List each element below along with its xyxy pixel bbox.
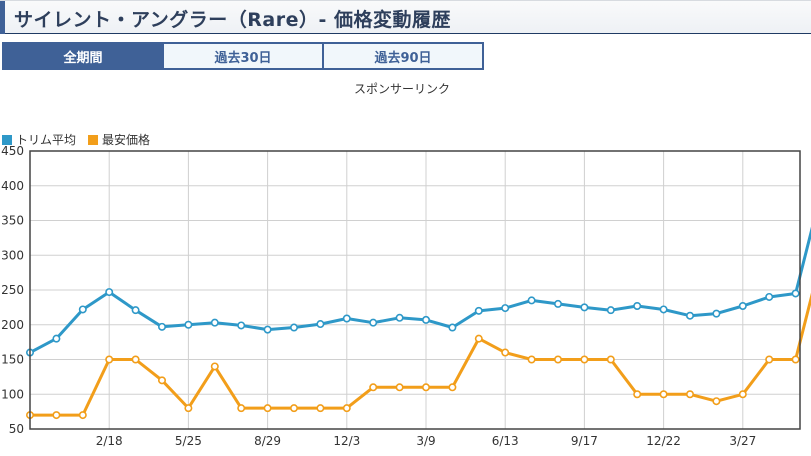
y-tick-label: 300: [1, 248, 24, 262]
x-tick-label: 5/25: [175, 434, 202, 448]
data-point: [237, 321, 246, 330]
data-point: [633, 390, 642, 399]
tab-past-90-days[interactable]: 過去90日: [322, 42, 484, 70]
data-point: [342, 314, 351, 323]
chart-series: [25, 226, 811, 420]
data-point: [738, 390, 747, 399]
data-point: [527, 355, 536, 364]
price-history-chart: トリム平均 最安価格 50 100 150 200 250 300 350 400 450 2/1…: [1, 132, 811, 448]
chart-grid: [30, 150, 800, 430]
legend-label-0: トリム平均: [16, 133, 76, 147]
series-line-0: [28, 226, 811, 355]
data-point: [633, 301, 642, 310]
data-point: [738, 301, 747, 310]
title-accent-bar: [0, 1, 5, 34]
data-point: [78, 411, 87, 420]
data-point: [765, 355, 774, 364]
data-point: [105, 355, 114, 364]
data-point: [527, 296, 536, 305]
x-tick-label: 3/27: [729, 434, 756, 448]
data-point: [316, 320, 325, 329]
data-point: [184, 320, 193, 329]
x-tick-label: 3/9: [416, 434, 435, 448]
data-point: [158, 322, 167, 331]
data-point: [131, 306, 140, 315]
y-tick-label: 400: [1, 179, 24, 193]
x-tick-label: 6/13: [492, 434, 519, 448]
y-tick-label: 250: [1, 283, 24, 297]
data-point: [289, 404, 298, 413]
y-tick-label: 350: [1, 214, 24, 228]
data-point: [210, 318, 219, 327]
y-axis: 50 100 150 200 250 300 350 400 450: [1, 144, 24, 436]
data-point: [421, 383, 430, 392]
y-tick-label: 100: [1, 387, 24, 401]
data-point: [289, 323, 298, 332]
x-tick-label: 8/29: [254, 434, 281, 448]
data-point: [474, 334, 483, 343]
x-tick-label: 12/22: [646, 434, 681, 448]
y-tick-label: 50: [9, 422, 24, 436]
data-point: [342, 404, 351, 413]
data-point: [448, 323, 457, 332]
chart-legend: トリム平均 最安価格: [2, 132, 150, 147]
data-point: [210, 362, 219, 371]
period-tabs: 全期間 過去30日 過去90日: [2, 42, 484, 70]
data-point: [606, 355, 615, 364]
data-point: [448, 383, 457, 392]
x-tick-label: 12/3: [333, 434, 360, 448]
data-point: [580, 355, 589, 364]
data-point: [474, 306, 483, 315]
data-point: [184, 404, 193, 413]
legend-label-1: 最安価格: [102, 132, 150, 147]
legend-swatch-0: [2, 135, 12, 145]
data-point: [712, 397, 721, 406]
y-tick-label: 450: [1, 144, 24, 158]
data-point: [765, 292, 774, 301]
data-point: [553, 355, 562, 364]
data-point: [158, 376, 167, 385]
data-point: [501, 304, 510, 313]
y-tick-label: 150: [1, 353, 24, 367]
title-bar: サイレント・アングラー（Rare）- 価格変動履歴: [0, 0, 811, 34]
data-point: [395, 313, 404, 322]
x-tick-label: 2/18: [96, 434, 123, 448]
legend-swatch-1: [88, 135, 99, 145]
data-point: [105, 288, 114, 297]
y-tick-label: 200: [1, 318, 24, 332]
data-point: [52, 411, 61, 420]
data-point: [553, 299, 562, 308]
data-point: [316, 404, 325, 413]
plot-frame: [29, 150, 801, 430]
data-point: [685, 311, 694, 320]
data-point: [659, 390, 668, 399]
data-point: [791, 289, 800, 298]
data-point: [580, 303, 589, 312]
data-point: [606, 306, 615, 315]
data-point: [369, 318, 378, 327]
data-point: [78, 305, 87, 314]
data-point: [659, 305, 668, 314]
data-point: [131, 355, 140, 364]
data-point: [685, 390, 694, 399]
data-point: [263, 404, 272, 413]
page-title: サイレント・アングラー（Rare）- 価格変動履歴: [14, 9, 451, 31]
sponsor-link-label: スポンサーリンク: [354, 82, 451, 96]
tab-past-30-days[interactable]: 過去30日: [162, 42, 324, 70]
data-point: [237, 404, 246, 413]
series-line-1: [28, 292, 811, 417]
data-point: [395, 383, 404, 392]
data-point: [501, 348, 510, 357]
x-tick-label: 9/17: [571, 434, 598, 448]
data-point: [369, 383, 378, 392]
data-point: [791, 355, 800, 364]
data-point: [712, 309, 721, 318]
tab-all-period[interactable]: 全期間: [2, 42, 164, 70]
data-point: [421, 315, 430, 324]
data-point: [52, 334, 61, 343]
data-point: [263, 325, 272, 334]
